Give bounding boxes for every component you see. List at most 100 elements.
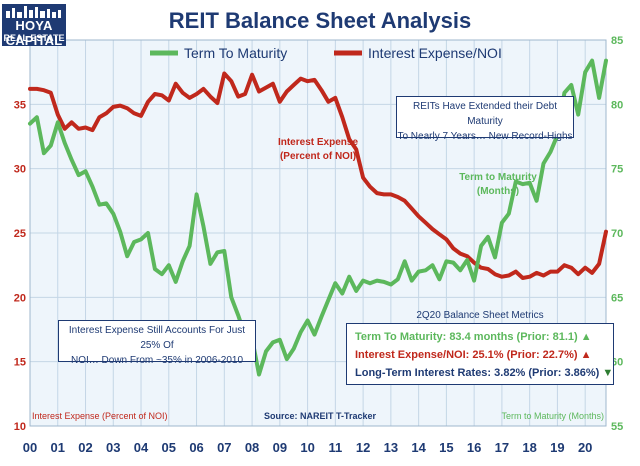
data-point-interest-expense: [132, 112, 136, 115]
data-point-interest-expense: [91, 128, 94, 132]
data-point-interest-expense: [431, 227, 434, 231]
legend-label-term: Term To Maturity: [184, 45, 287, 61]
data-point-term-to-maturity: [514, 180, 517, 183]
data-point-term-to-maturity: [202, 225, 205, 228]
data-point-term-to-maturity: [521, 182, 524, 186]
data-point-term-to-maturity: [389, 283, 393, 286]
data-point-term-to-maturity: [216, 251, 219, 254]
up-triangle-icon: ▲: [580, 349, 592, 361]
data-point-interest-expense: [243, 92, 247, 96]
data-point-interest-expense: [341, 116, 344, 119]
data-point-term-to-maturity: [77, 173, 80, 177]
data-point-interest-expense: [202, 87, 205, 91]
data-point-term-to-maturity: [285, 357, 288, 361]
x-axis-tick-label: 11: [328, 440, 342, 455]
data-point-interest-expense: [84, 126, 87, 129]
data-point-term-to-maturity: [528, 181, 531, 185]
data-point-term-to-maturity: [459, 269, 462, 272]
data-point-interest-expense: [216, 101, 219, 105]
data-point-term-to-maturity: [132, 240, 136, 244]
right-axis-tick-label: 85: [611, 35, 623, 47]
data-point-term-to-maturity: [549, 150, 552, 154]
data-point-interest-expense: [396, 195, 400, 199]
annotation-term-line2: (Months): [477, 186, 519, 197]
data-point-term-to-maturity: [119, 230, 122, 233]
data-point-interest-expense: [313, 78, 316, 82]
data-point-term-to-maturity: [583, 70, 587, 74]
data-point-interest-expense: [98, 116, 101, 119]
x-axis-tick-label: 00: [23, 440, 37, 455]
x-axis-tick-label: 10: [300, 440, 314, 455]
data-point-interest-expense: [181, 91, 184, 94]
data-point-interest-expense: [507, 274, 511, 277]
annotation-interest-expense-line1: Interest Expense: [278, 137, 358, 148]
data-point-term-to-maturity: [479, 244, 483, 248]
data-point-term-to-maturity: [604, 59, 608, 62]
data-point-interest-expense: [257, 90, 261, 93]
data-point-term-to-maturity: [271, 341, 275, 344]
annotation-still-box: Interest Expense Still Accounts For Just…: [58, 320, 256, 366]
data-point-interest-expense: [535, 271, 538, 275]
hoya-capital-logo: HOYA CAPITAL REAL ESTATE: [2, 4, 66, 48]
x-axis-tick-label: 07: [217, 440, 231, 455]
data-point-interest-expense: [521, 276, 524, 280]
data-point-interest-expense: [63, 127, 66, 130]
data-point-term-to-maturity: [112, 212, 115, 215]
right-axis-tick-label: 75: [611, 164, 623, 176]
data-point-interest-expense: [271, 82, 275, 85]
x-axis-tick-label: 16: [467, 440, 481, 455]
data-point-term-to-maturity: [382, 280, 386, 284]
metric-interest-expense: Interest Expense/NOI: 25.1% (Prior: 22.7…: [355, 346, 605, 364]
data-point-interest-expense: [486, 267, 490, 271]
data-point-interest-expense: [361, 176, 365, 179]
data-point-interest-expense: [223, 72, 226, 75]
annotation-still-line2: NOI… Down From ~35% in 2006-2010: [70, 355, 244, 366]
annotation-extended-line1: REITs Have Extended their Debt Maturity: [413, 101, 557, 127]
logo-line1: HOYA CAPITAL: [5, 18, 63, 48]
x-axis-tick-label: 13: [384, 440, 398, 455]
data-point-interest-expense: [479, 266, 483, 269]
metric-term-to-maturity-text: Term To Maturity: 83.4 months (Prior: 81…: [355, 331, 581, 343]
data-point-interest-expense: [139, 114, 143, 118]
data-point-term-to-maturity: [306, 319, 309, 322]
x-axis-tick-label: 20: [578, 440, 592, 455]
data-point-interest-expense: [112, 105, 115, 109]
data-point-interest-expense: [188, 96, 191, 100]
data-point-term-to-maturity: [466, 258, 469, 262]
data-point-interest-expense: [209, 95, 212, 98]
data-point-interest-expense: [327, 100, 330, 103]
data-point-term-to-maturity: [91, 185, 94, 188]
data-point-interest-expense: [56, 113, 59, 116]
x-axis-tick-label: 14: [411, 440, 426, 455]
logo-line2: REAL ESTATE: [3, 33, 65, 43]
data-point-term-to-maturity: [84, 170, 87, 173]
data-point-interest-expense: [146, 100, 150, 103]
data-point-term-to-maturity: [278, 338, 282, 341]
data-point-term-to-maturity: [181, 260, 184, 263]
data-point-term-to-maturity: [28, 122, 32, 125]
data-point-term-to-maturity: [299, 330, 302, 334]
left-axis-tick-label: 35: [14, 99, 26, 111]
data-point-term-to-maturity: [257, 373, 261, 376]
data-point-term-to-maturity: [417, 270, 420, 273]
data-point-term-to-maturity: [70, 158, 73, 161]
data-point-term-to-maturity: [327, 298, 330, 302]
data-point-term-to-maturity: [174, 280, 177, 284]
chart-title: REIT Balance Sheet Analysis: [168, 8, 472, 33]
data-point-interest-expense: [49, 91, 53, 94]
data-point-term-to-maturity: [98, 203, 101, 206]
data-point-interest-expense: [466, 254, 469, 258]
data-point-interest-expense: [500, 275, 504, 278]
data-point-term-to-maturity: [535, 199, 538, 203]
data-point-term-to-maturity: [396, 278, 400, 281]
data-point-term-to-maturity: [563, 91, 566, 94]
data-point-term-to-maturity: [35, 116, 39, 119]
data-point-interest-expense: [403, 199, 406, 203]
data-point-term-to-maturity: [361, 279, 365, 282]
data-point-interest-expense: [368, 185, 372, 188]
data-point-interest-expense: [354, 148, 358, 151]
metric-interest-rates-text: Long-Term Interest Rates: 3.82% (Prior: …: [355, 367, 603, 379]
right-axis-tick-label: 80: [611, 99, 623, 111]
data-point-interest-expense: [153, 92, 157, 96]
